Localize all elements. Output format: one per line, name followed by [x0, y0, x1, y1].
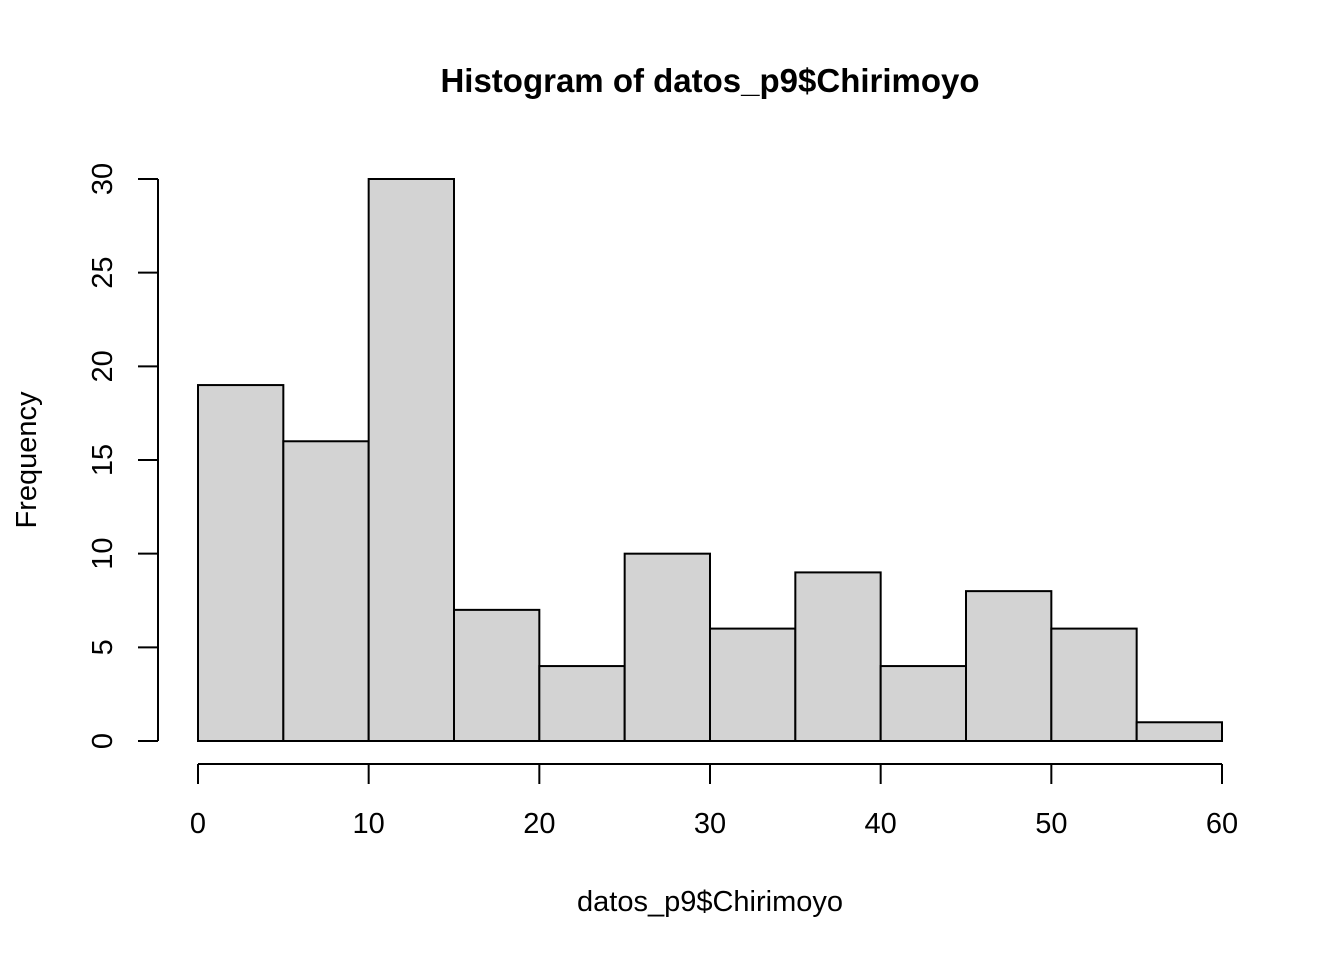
y-tick-label: 0: [87, 733, 119, 749]
x-tick-label: 0: [190, 808, 206, 840]
y-axis: 0 5 10 15 20 25 30: [87, 163, 159, 749]
x-tick-label: 40: [865, 808, 897, 840]
y-tick-label: 10: [87, 538, 119, 570]
histogram-bar-30-35: [709, 627, 797, 742]
x-tick-label: 50: [1035, 808, 1067, 840]
histogram-bar-0-5: [197, 384, 285, 742]
chart-title: Histogram of datos_p9$Chirimoyo: [440, 62, 979, 99]
histogram-bar-55-60: [1135, 721, 1223, 742]
histogram-bar-5-10: [282, 440, 370, 742]
y-tick-label: 20: [87, 350, 119, 382]
y-axis-title: Frequency: [11, 391, 43, 529]
x-axis-title: datos_p9$Chirimoyo: [577, 886, 843, 918]
histogram-bar-15-20: [453, 608, 541, 742]
x-tick-label: 10: [353, 808, 385, 840]
histogram-bar-25-30: [623, 552, 712, 743]
y-tick-label: 15: [87, 444, 119, 476]
x-tick-label: 60: [1206, 808, 1238, 840]
x-axis: 0 10 20 30 40 50 60: [190, 763, 1238, 840]
histogram-bar-50-55: [1050, 627, 1138, 742]
histogram-bar-40-45: [879, 665, 968, 742]
x-tick-label: 20: [523, 808, 555, 840]
histogram-bar-45-50: [965, 590, 1053, 743]
histogram-bar-10-15: [367, 178, 455, 742]
y-tick-label: 25: [87, 257, 119, 289]
histogram-bar-35-40: [794, 571, 882, 743]
y-tick-label: 5: [87, 639, 119, 655]
bars-group: [197, 178, 1223, 743]
y-tick-label: 30: [87, 163, 119, 195]
histogram-bar-20-25: [538, 665, 626, 742]
x-tick-label: 30: [694, 808, 726, 840]
